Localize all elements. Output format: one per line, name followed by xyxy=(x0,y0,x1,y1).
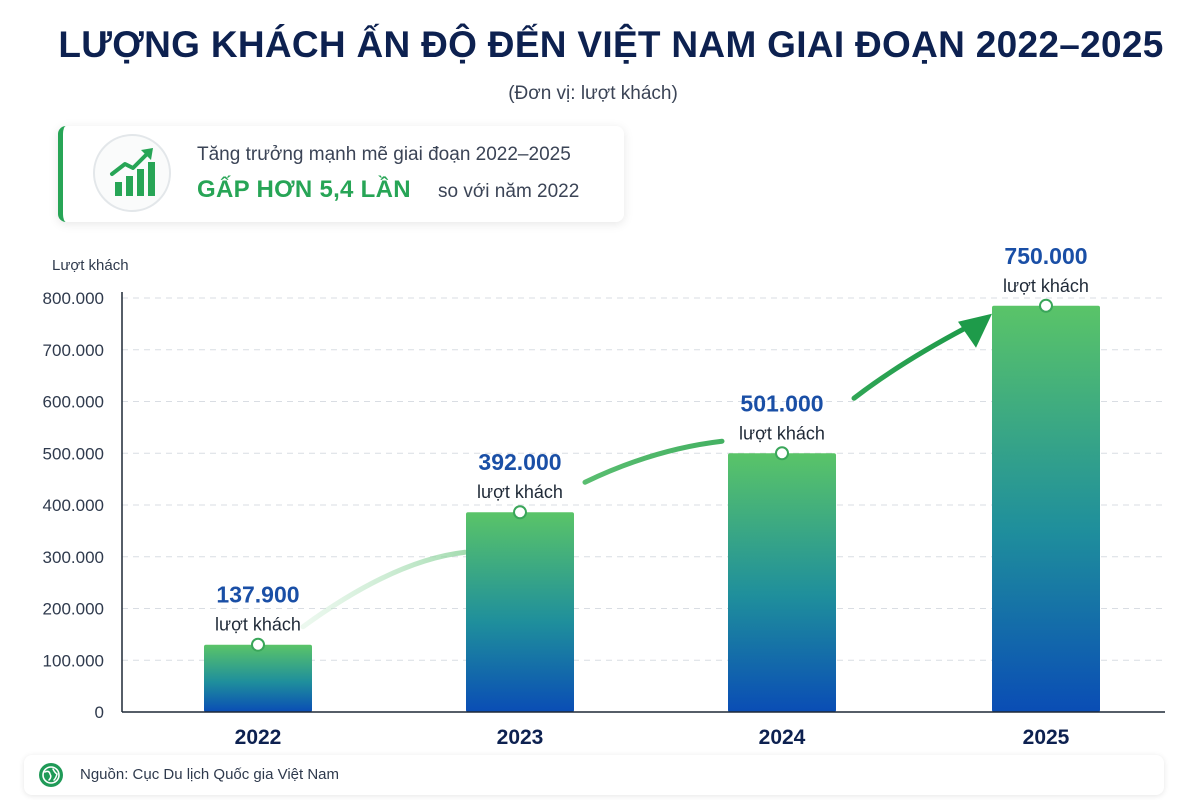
data-label-unit: lượt khách xyxy=(215,615,301,635)
bar-2025 xyxy=(992,305,1100,712)
bar-marker xyxy=(513,505,527,520)
callout-rest: so với năm 2022 xyxy=(438,181,580,202)
trend-arrow xyxy=(300,325,969,630)
x-tick-label: 2024 xyxy=(759,726,806,749)
bar-2022 xyxy=(204,644,312,712)
bar-marker xyxy=(251,637,265,652)
x-tick-label: 2023 xyxy=(497,726,544,749)
y-tick-label: 600.000 xyxy=(43,393,104,412)
y-tick-label: 800.000 xyxy=(43,289,104,308)
data-label-unit: lượt khách xyxy=(739,423,825,443)
y-tick-label: 100.000 xyxy=(43,651,104,670)
data-label-value: 501.000 xyxy=(740,390,823,416)
data-label-value: 750.000 xyxy=(1004,243,1087,269)
callout-highlight: GẤP HƠN 5,4 LẦN xyxy=(197,176,411,203)
callout-line1: Tăng trưởng mạnh mẽ giai đoạn 2022–2025 xyxy=(197,144,571,165)
y-tick-label: 400.000 xyxy=(43,496,104,515)
y-tick-label: 300.000 xyxy=(43,548,104,567)
bar-marker xyxy=(1039,298,1053,313)
y-axis-label: Lượt khách xyxy=(52,257,129,274)
y-tick-label: 700.000 xyxy=(43,341,104,360)
data-label-unit: lượt khách xyxy=(1003,276,1089,296)
globe-icon xyxy=(38,762,64,788)
source-bar: Nguồn: Cục Du lịch Quốc gia Việt Nam xyxy=(24,755,1164,795)
bar-2023 xyxy=(466,512,574,712)
source-text: Nguồn: Cục Du lịch Quốc gia Việt Nam xyxy=(80,766,340,783)
y-tick-label: 500.000 xyxy=(43,444,104,463)
y-tick-label: 0 xyxy=(95,703,104,722)
data-label-value: 137.900 xyxy=(216,582,299,608)
bar-2024 xyxy=(728,453,836,712)
growth-callout: Tăng trưởng mạnh mẽ giai đoạn 2022–2025 … xyxy=(58,126,624,222)
data-label-value: 392.000 xyxy=(478,449,561,475)
x-tick-label: 2022 xyxy=(235,726,282,749)
bar-marker xyxy=(775,446,789,461)
data-label-unit: lượt khách xyxy=(477,482,563,502)
trend-arrow-head xyxy=(958,313,992,348)
growth-chart-icon xyxy=(93,134,171,212)
chart-title: LƯỢNG KHÁCH ẤN ĐỘ ĐẾN VIỆT NAM GIAI ĐOẠN… xyxy=(58,24,1164,65)
y-tick-label: 200.000 xyxy=(43,600,104,619)
x-tick-label: 2025 xyxy=(1023,726,1070,749)
chart-subtitle: (Đơn vị: lượt khách) xyxy=(508,83,678,104)
